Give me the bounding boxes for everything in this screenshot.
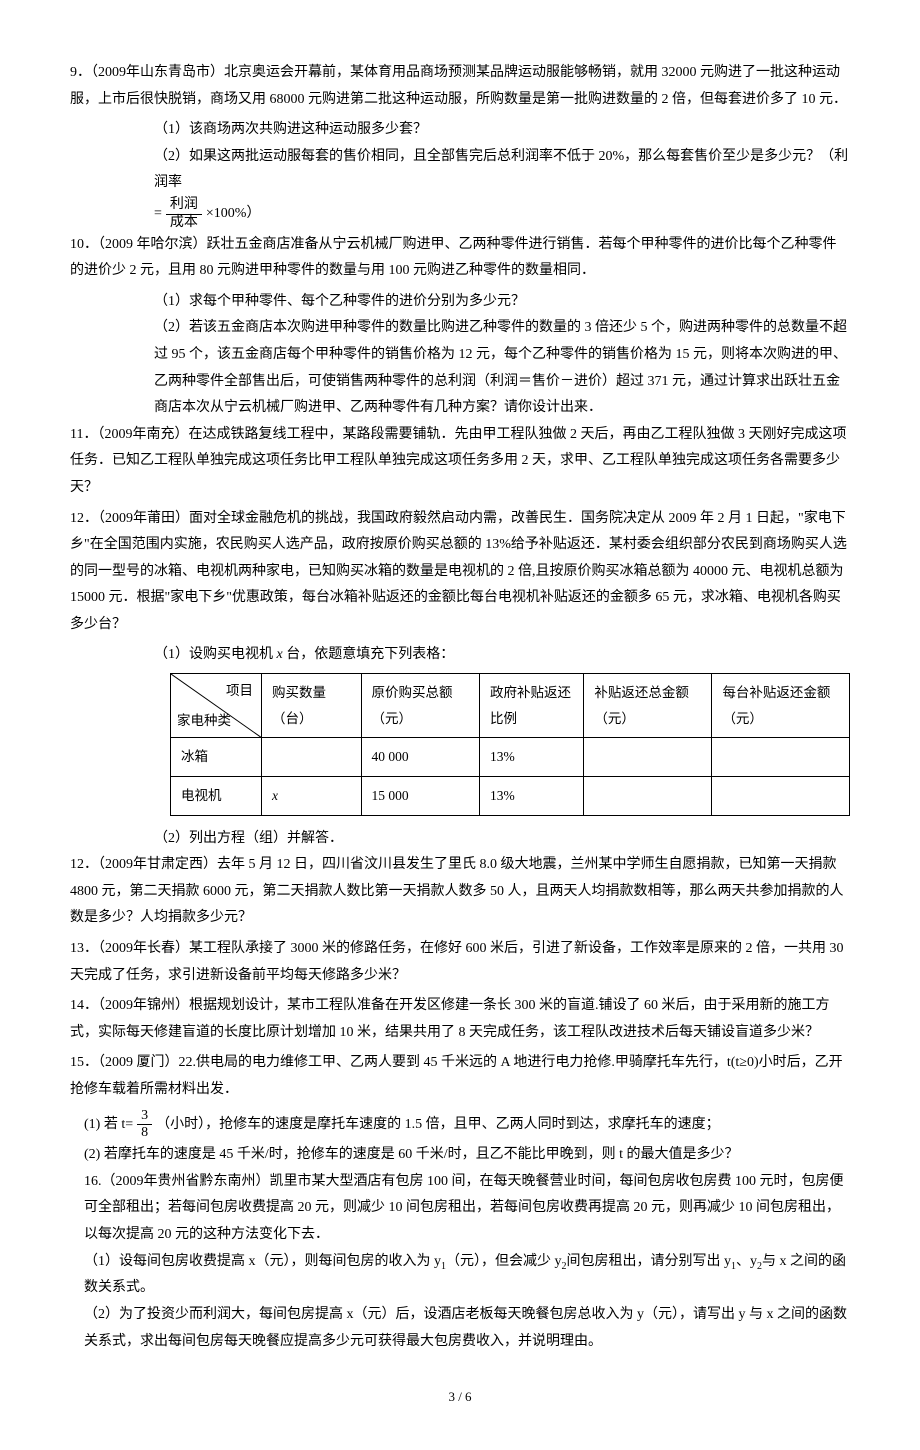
table-row: 电视机 x 15 000 13%	[171, 776, 850, 815]
row-total: 40 000	[361, 738, 480, 777]
q1-d: 、y	[736, 1254, 757, 1269]
row-refund	[584, 738, 712, 777]
problem-10: 10．（2009 年哈尔滨）跃壮五金商店准备从宁云机械厂购进甲、乙两种零件进行销…	[70, 232, 850, 285]
problem-text: 9．（2009年山东青岛市）北京奥运会开幕前，某体育用品商场预测某品牌运动服能够…	[70, 65, 847, 107]
header-total: 原价购买总额（元）	[361, 674, 480, 738]
row-refund	[584, 776, 712, 815]
problem-17-q2: （2）为了投资少而利润大，每间包房提高 x（元）后，设酒店老板每天晚餐包房总收入…	[70, 1302, 850, 1355]
q1-var: x	[277, 647, 283, 662]
row-qty	[262, 738, 362, 777]
problem-11: 11．（2009年南充）在达成铁路复线工程中，某路段需要铺轨．先由甲工程队独做 …	[70, 422, 850, 502]
page-footer: 3 / 6	[70, 1385, 850, 1410]
q1-b: （小时），抢修车的速度是摩托车速度的 1.5 倍，且甲、乙两人同时到达，求摩托车…	[156, 1112, 720, 1139]
fraction: 3 8	[137, 1108, 152, 1143]
header-per: 每台补贴返还金额（元）	[712, 674, 850, 738]
header-qty: 购买数量（台）	[262, 674, 362, 738]
problem-10-q1: （1）求每个甲种零件、每个乙种零件的进价分别为多少元？	[70, 289, 850, 316]
problem-16-q1: (1) 若 t= 3 8 （小时），抢修车的速度是摩托车速度的 1.5 倍，且甲…	[70, 1108, 850, 1143]
row-pct: 13%	[480, 738, 584, 777]
diag-bottom: 家电种类	[177, 708, 231, 734]
problem-13: 12．（2009年甘肃定西）去年 5 月 12 日，四川省汶川县发生了里氏 8.…	[70, 852, 850, 932]
tail: ×100%）	[206, 201, 261, 228]
row-pct: 13%	[480, 776, 584, 815]
q1-a: (1) 若 t=	[84, 1112, 133, 1139]
problem-10-q2: （2）若该五金商店本次购进甲种零件的数量比购进乙种零件的数量的 3 倍还少 5 …	[70, 315, 850, 421]
header-pct: 政府补贴返还比例	[480, 674, 584, 738]
problem-16: 15．（2009 厦门）22.供电局的电力维修工甲、乙两人要到 45 千米远的 …	[70, 1050, 850, 1103]
header-refund: 补贴返还总金额（元）	[584, 674, 712, 738]
problem-text: 10．（2009 年哈尔滨）跃壮五金商店准备从宁云机械厂购进甲、乙两种零件进行销…	[70, 237, 837, 279]
q1-text-b: 台，依题意填充下列表格：	[286, 647, 454, 662]
eq: =	[154, 201, 162, 228]
row-qty: x	[262, 776, 362, 815]
row-label: 电视机	[171, 776, 262, 815]
problem-16-q2: (2) 若摩托车的速度是 45 千米/时，抢修车的速度是 60 千米/时，且乙不…	[70, 1142, 850, 1169]
problem-17-q1: （1）设每间包房收费提高 x（元），则每间包房的收入为 y1（元），但会减少 y…	[70, 1249, 850, 1302]
row-per	[712, 738, 850, 777]
diagonal-header: 项目 家电种类	[171, 674, 262, 738]
table-header-row: 项目 家电种类 购买数量（台） 原价购买总额（元） 政府补贴返还比例 补贴返还总…	[171, 674, 850, 738]
row-label: 冰箱	[171, 738, 262, 777]
appliance-table: 项目 家电种类 购买数量（台） 原价购买总额（元） 政府补贴返还比例 补贴返还总…	[170, 673, 850, 816]
numerator: 3	[137, 1108, 152, 1126]
denominator: 成本	[166, 215, 202, 232]
diag-top: 项目	[226, 678, 253, 704]
problem-9-q2: （2）如果这两批运动服每套的售价相同，且全部售完后总利润率不低于 20%，那么每…	[70, 144, 850, 197]
problem-14: 13．（2009年长春）某工程队承接了 3000 米的修路任务，在修好 600 …	[70, 936, 850, 989]
problem-12-q1: （1）设购买电视机 x 台，依题意填充下列表格：	[70, 642, 850, 669]
q1-a: （1）设每间包房收费提高 x（元），则每间包房的收入为 y	[84, 1254, 441, 1269]
q1-c: 间包房租出，请分别写出 y	[567, 1254, 732, 1269]
denominator: 8	[137, 1125, 152, 1142]
q1-b: （元），但会减少 y	[446, 1254, 562, 1269]
row-total: 15 000	[361, 776, 480, 815]
problem-15: 14．（2009年锦州）根据规划设计，某市工程队准备在开发区修建一条长 300 …	[70, 993, 850, 1046]
fraction: 利润 成本	[166, 197, 202, 232]
row-per	[712, 776, 850, 815]
problem-12: 12．（2009年莆田）面对全球金融危机的挑战，我国政府毅然启动内需，改善民生．…	[70, 506, 850, 639]
formula: = 利润 成本 ×100%）	[70, 197, 850, 232]
problem-17: 16.（2009年贵州省黔东南州）凯里市某大型酒店有包房 100 间，在每天晚餐…	[70, 1169, 850, 1249]
problem-9: 9．（2009年山东青岛市）北京奥运会开幕前，某体育用品商场预测某品牌运动服能够…	[70, 60, 850, 113]
problem-12-q2: （2）列出方程（组）并解答．	[70, 826, 850, 853]
problem-9-q1: （1）该商场两次共购进这种运动服多少套？	[70, 117, 850, 144]
q1-text-a: （1）设购买电视机	[154, 647, 273, 662]
numerator: 利润	[166, 197, 202, 215]
table-row: 冰箱 40 000 13%	[171, 738, 850, 777]
